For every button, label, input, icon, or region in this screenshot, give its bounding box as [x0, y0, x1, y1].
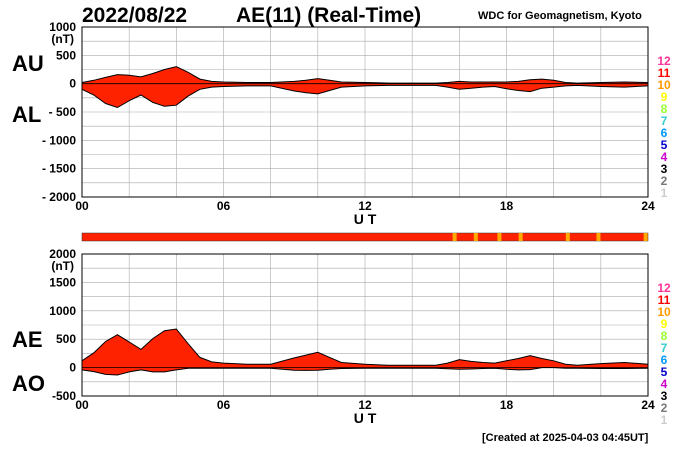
chart-title: AE(11) (Real-Time)	[236, 4, 422, 27]
series-line-au	[81, 66, 649, 84]
legend-item-6: 6	[661, 353, 668, 367]
legend-item-8: 8	[661, 102, 668, 116]
au-label: AU	[12, 51, 44, 76]
y-tick-label: 1500	[49, 275, 76, 289]
y-tick-label: 0	[69, 77, 76, 91]
x-tick-label: 06	[217, 199, 231, 213]
station-strip-marker	[497, 233, 502, 241]
legend-item-3: 3	[661, 389, 668, 403]
y-tick-label: 500	[56, 332, 76, 346]
legend-item-6: 6	[661, 126, 668, 140]
x-tick-label: 24	[641, 398, 655, 412]
station-strip-marker	[596, 233, 601, 241]
station-strip-marker	[473, 233, 478, 241]
series-line-al	[81, 84, 649, 109]
legend-item-1: 1	[661, 413, 668, 427]
plot-frame	[81, 26, 649, 198]
legend-item-4: 4	[661, 150, 668, 164]
y-tick-label: - 500	[49, 105, 77, 119]
x-axis-label: U T	[354, 410, 377, 426]
x-tick-label: 00	[75, 199, 89, 213]
chart-date: 2022/08/22	[82, 4, 188, 27]
legend-item-5: 5	[661, 365, 668, 379]
legend-item-11: 11	[658, 66, 671, 80]
x-tick-label: 12	[358, 398, 372, 412]
legend-item-2: 2	[661, 174, 668, 188]
y-tick-label: 500	[56, 48, 76, 62]
y-tick-label: 1000	[49, 20, 76, 34]
y-tick-label: 2000	[49, 247, 76, 261]
y-tick-label: 0	[69, 361, 76, 375]
legend-item-8: 8	[661, 329, 668, 343]
legend-item-11: 11	[658, 293, 671, 307]
x-tick-label: 18	[500, 199, 514, 213]
series-line-ae	[81, 328, 649, 366]
y-tick-label: - 2000	[42, 190, 76, 204]
ao-label: AO	[12, 371, 45, 396]
legend-item-9: 9	[661, 317, 668, 331]
station-strip-marker	[565, 233, 570, 241]
band-fill	[82, 66, 648, 108]
y-unit-label: (nT)	[51, 32, 74, 46]
y-tick-label: 1000	[49, 304, 76, 318]
y-tick-label: - 1500	[42, 162, 76, 176]
panel-1: 1000 500 0 - 500 - 1000 - 1500 - 2000 (nT) 00 06 1…	[42, 20, 671, 227]
legend-item-10: 10	[657, 78, 671, 92]
station-strip-marker	[452, 233, 457, 241]
plot-frame	[81, 253, 649, 397]
y-tick-label: - 1000	[42, 133, 76, 147]
station-strip-bar	[81, 232, 649, 242]
x-tick-label: 18	[500, 398, 514, 412]
y-tick-label: -500	[52, 389, 76, 403]
created-timestamp: [Created at 2025-04-03 04:45UT]	[482, 432, 649, 444]
legend-item-1: 1	[661, 186, 668, 200]
legend-item-7: 7	[661, 341, 668, 355]
station-strip	[81, 232, 649, 242]
x-axis-label: U T	[354, 211, 377, 227]
legend-item-2: 2	[661, 401, 668, 415]
series-line-ao	[81, 367, 649, 376]
x-tick-label: 00	[75, 398, 89, 412]
x-tick-label: 06	[217, 398, 231, 412]
station-strip-marker	[518, 233, 523, 241]
legend-item-10: 10	[657, 305, 671, 319]
y-unit-label: (nT)	[51, 259, 74, 273]
legend-item-12: 12	[657, 281, 671, 295]
station-strip-marker	[643, 233, 648, 241]
ae-label: AE	[12, 327, 43, 352]
legend-item-9: 9	[661, 90, 668, 104]
al-label: AL	[12, 102, 42, 127]
legend-item-12: 12	[657, 54, 671, 68]
data-source: WDC for Geomagnetism, Kyoto	[478, 10, 642, 22]
legend-item-3: 3	[661, 162, 668, 176]
x-tick-label: 12	[358, 199, 372, 213]
legend-item-5: 5	[661, 138, 668, 152]
legend-item-4: 4	[661, 377, 668, 391]
legend-item-7: 7	[661, 114, 668, 128]
x-tick-label: 24	[641, 199, 655, 213]
